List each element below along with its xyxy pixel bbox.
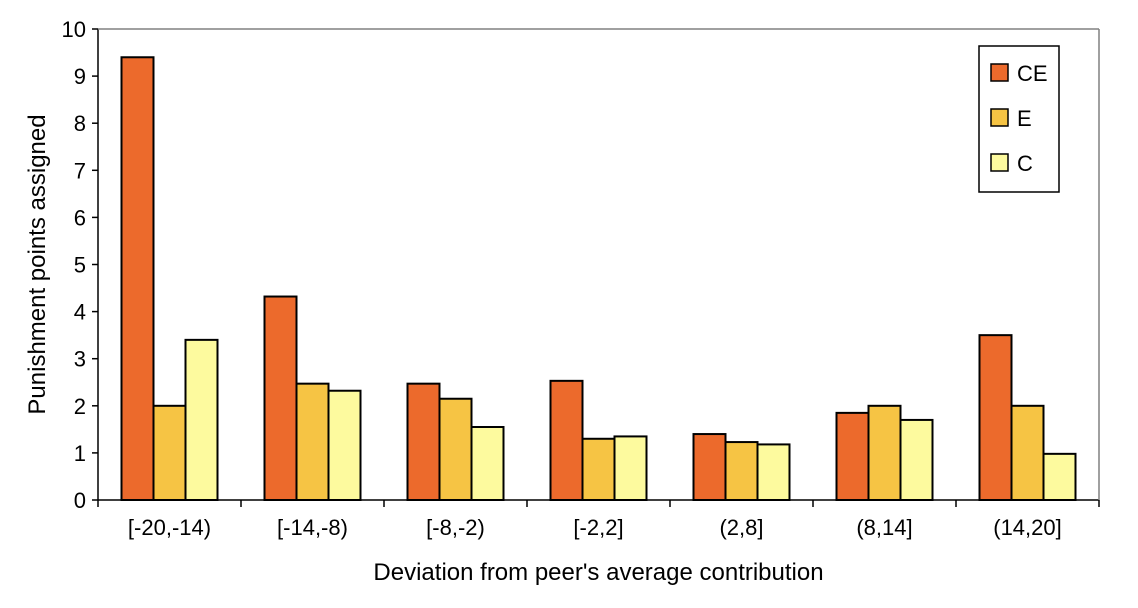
bar-e-0	[152, 404, 187, 501]
y-tick-label: 6	[74, 205, 86, 230]
x-tick-label: (14,20]	[993, 515, 1062, 540]
bar-c-6	[1042, 452, 1077, 501]
y-tick-label: 9	[74, 64, 86, 89]
bar-ce-3	[549, 379, 584, 501]
axes-layer	[97, 28, 1100, 501]
x-tick-label: [-20,-14)	[128, 515, 211, 540]
bar-ce-5	[835, 411, 870, 501]
legend-swatch-e	[990, 108, 1009, 127]
bar-e-3	[581, 437, 616, 501]
legend-label-ce: CE	[1017, 61, 1048, 86]
legend: CE EC	[978, 45, 1060, 193]
y-tick-label: 3	[74, 347, 86, 372]
bar-ce-1	[263, 295, 298, 501]
legend-swatch-c	[990, 153, 1009, 172]
bar-c-3	[613, 435, 648, 502]
bar-c-2	[470, 426, 505, 501]
x-tick-label: [-14,-8)	[277, 515, 348, 540]
x-tick-label: (2,8]	[719, 515, 763, 540]
legend-label-c: C	[1017, 151, 1033, 176]
y-tick-label: 8	[74, 111, 86, 136]
x-axis-title: Deviation from peer's average contributi…	[373, 559, 823, 586]
bar-c-4	[756, 443, 791, 502]
y-tick-label: 0	[74, 488, 86, 513]
y-tick-label: 2	[74, 394, 86, 419]
bar-e-2	[438, 397, 473, 501]
bar-ce-0	[120, 56, 155, 501]
bar-ce-4	[692, 433, 727, 501]
x-tick-label: [-8,-2)	[426, 515, 485, 540]
y-tick-label: 4	[74, 300, 86, 325]
legend-swatch-ce	[990, 63, 1009, 82]
bar-e-5	[867, 404, 902, 501]
y-tick-label: 7	[74, 158, 86, 183]
bar-e-1	[295, 382, 330, 501]
y-tick-label: 5	[74, 253, 86, 278]
bar-e-6	[1010, 404, 1045, 501]
legend-label-e: E	[1017, 106, 1032, 131]
x-tick-label: [-2,2]	[573, 515, 623, 540]
bar-ce-2	[406, 382, 441, 501]
bars-layer	[120, 56, 1077, 502]
y-tick-label: 1	[74, 441, 86, 466]
bar-c-1	[327, 389, 362, 502]
bar-c-0	[184, 338, 219, 501]
bar-ce-6	[978, 334, 1013, 501]
y-axis-title: Punishment points assigned	[24, 114, 51, 414]
x-tick-label: (8,14]	[856, 515, 912, 540]
ticks-layer: 0 1 2 3 4 5 6 7 8 9 10 [-20,-14) [-14,-8) [-8,-2) [-2,…	[62, 17, 1100, 540]
y-tick-label: 10	[62, 17, 86, 42]
bar-e-4	[724, 441, 759, 502]
bar-c-5	[899, 418, 934, 501]
